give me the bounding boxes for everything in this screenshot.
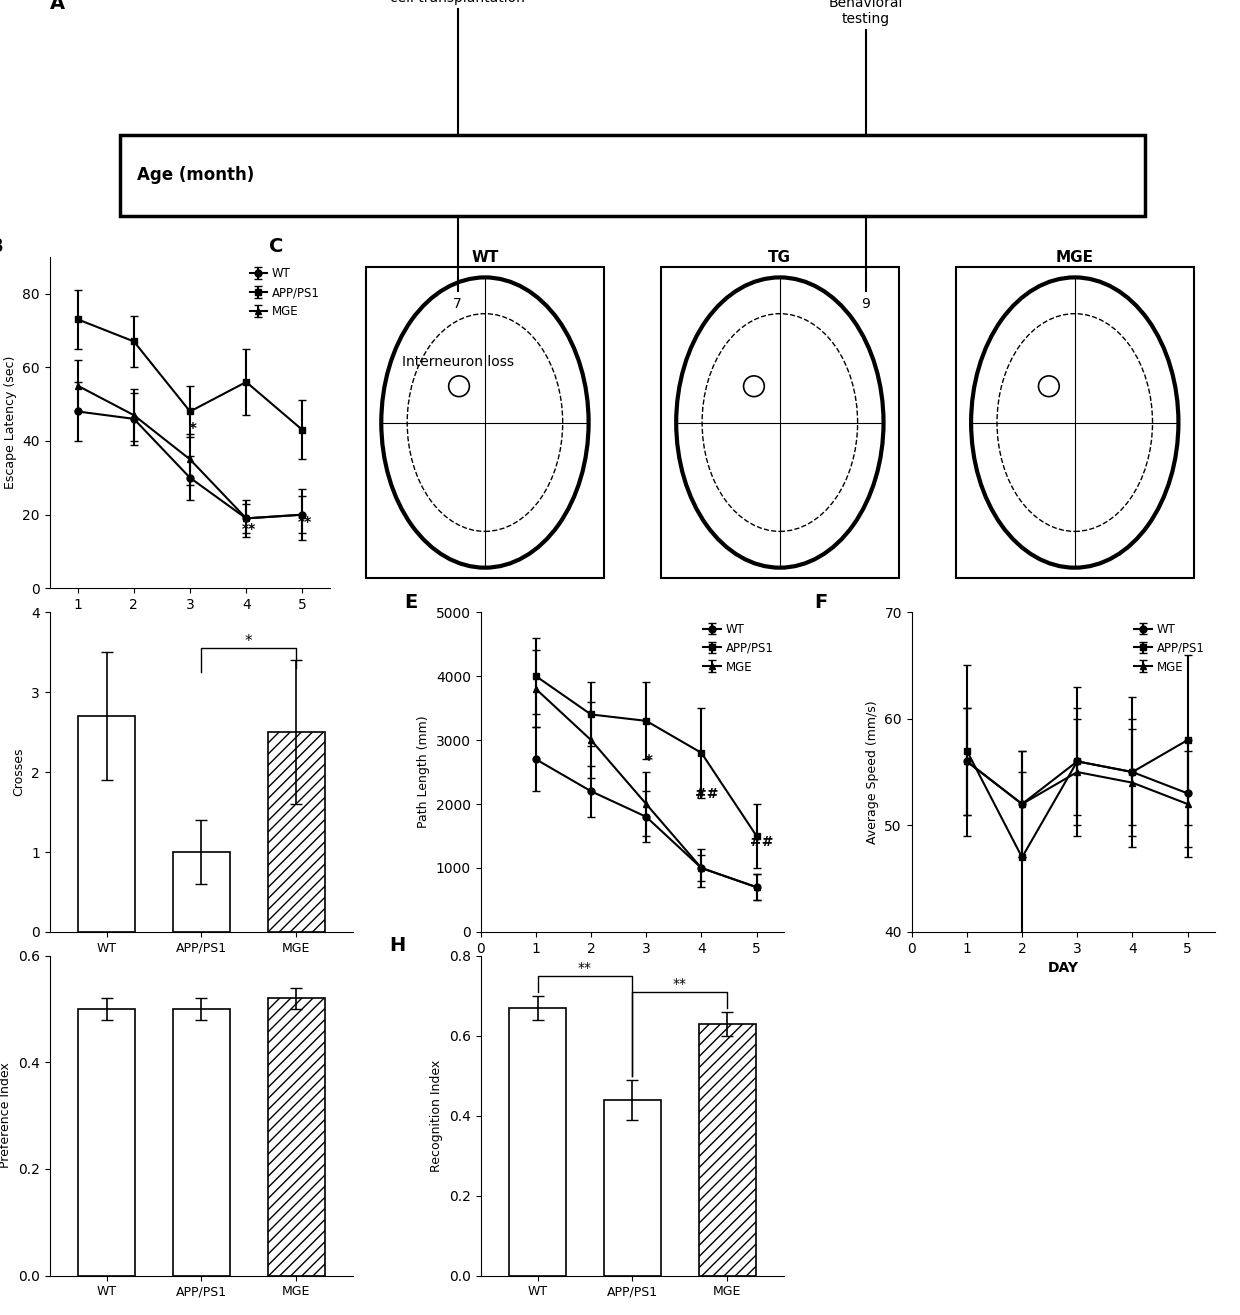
Bar xyxy=(172,852,229,932)
Legend: WT, APP/PS1, MGE: WT, APP/PS1, MGE xyxy=(244,263,325,322)
Text: Behavioral
testing: Behavioral testing xyxy=(828,0,903,26)
Bar xyxy=(956,267,1194,579)
Text: C: C xyxy=(269,237,284,256)
Bar xyxy=(510,1007,565,1276)
Text: **: ** xyxy=(242,522,257,537)
Text: *: * xyxy=(246,634,253,648)
Bar xyxy=(78,1009,135,1276)
Y-axis label: Path Length (mm): Path Length (mm) xyxy=(417,715,430,828)
Y-axis label: Recognition Index: Recognition Index xyxy=(430,1060,444,1172)
Bar xyxy=(119,135,1146,216)
Bar xyxy=(268,732,325,932)
Text: MGE precursor
cell transplantation: MGE precursor cell transplantation xyxy=(391,0,525,5)
Legend: WT, APP/PS1, MGE: WT, APP/PS1, MGE xyxy=(1130,618,1209,679)
Text: A: A xyxy=(50,0,64,13)
Text: B: B xyxy=(0,237,2,256)
Y-axis label: Crosses: Crosses xyxy=(12,748,26,797)
Y-axis label: Escape Latency (sec): Escape Latency (sec) xyxy=(4,356,16,489)
Text: Age (month): Age (month) xyxy=(138,167,254,184)
Bar xyxy=(604,1099,661,1276)
Text: WT: WT xyxy=(471,250,498,264)
Text: *: * xyxy=(188,422,197,437)
Text: MGE: MGE xyxy=(1055,250,1094,264)
Text: 9: 9 xyxy=(861,297,870,310)
Text: Interneuron loss: Interneuron loss xyxy=(402,355,513,368)
Text: ##: ## xyxy=(696,786,719,801)
Bar xyxy=(268,998,325,1276)
Bar xyxy=(366,267,604,579)
Y-axis label: Average Speed (mm/s): Average Speed (mm/s) xyxy=(866,700,879,844)
X-axis label: DAY: DAY xyxy=(618,961,647,976)
Legend: WT, APP/PS1, MGE: WT, APP/PS1, MGE xyxy=(698,618,779,679)
X-axis label: DAY: DAY xyxy=(1048,961,1079,976)
Text: E: E xyxy=(404,593,418,611)
Bar xyxy=(78,717,135,932)
Text: F: F xyxy=(815,593,828,611)
Text: *: * xyxy=(645,753,653,769)
Text: **: ** xyxy=(673,977,687,990)
Text: H: H xyxy=(389,936,405,956)
Bar xyxy=(661,267,899,579)
Text: 7: 7 xyxy=(453,297,463,310)
Y-axis label: Preference Index: Preference Index xyxy=(0,1063,12,1169)
Text: ##: ## xyxy=(750,835,774,848)
Text: TG: TG xyxy=(769,250,791,264)
Bar xyxy=(699,1023,755,1276)
X-axis label: DAY: DAY xyxy=(175,618,206,631)
Bar xyxy=(172,1009,229,1276)
Text: **: ** xyxy=(578,961,591,974)
Text: **: ** xyxy=(298,514,312,529)
